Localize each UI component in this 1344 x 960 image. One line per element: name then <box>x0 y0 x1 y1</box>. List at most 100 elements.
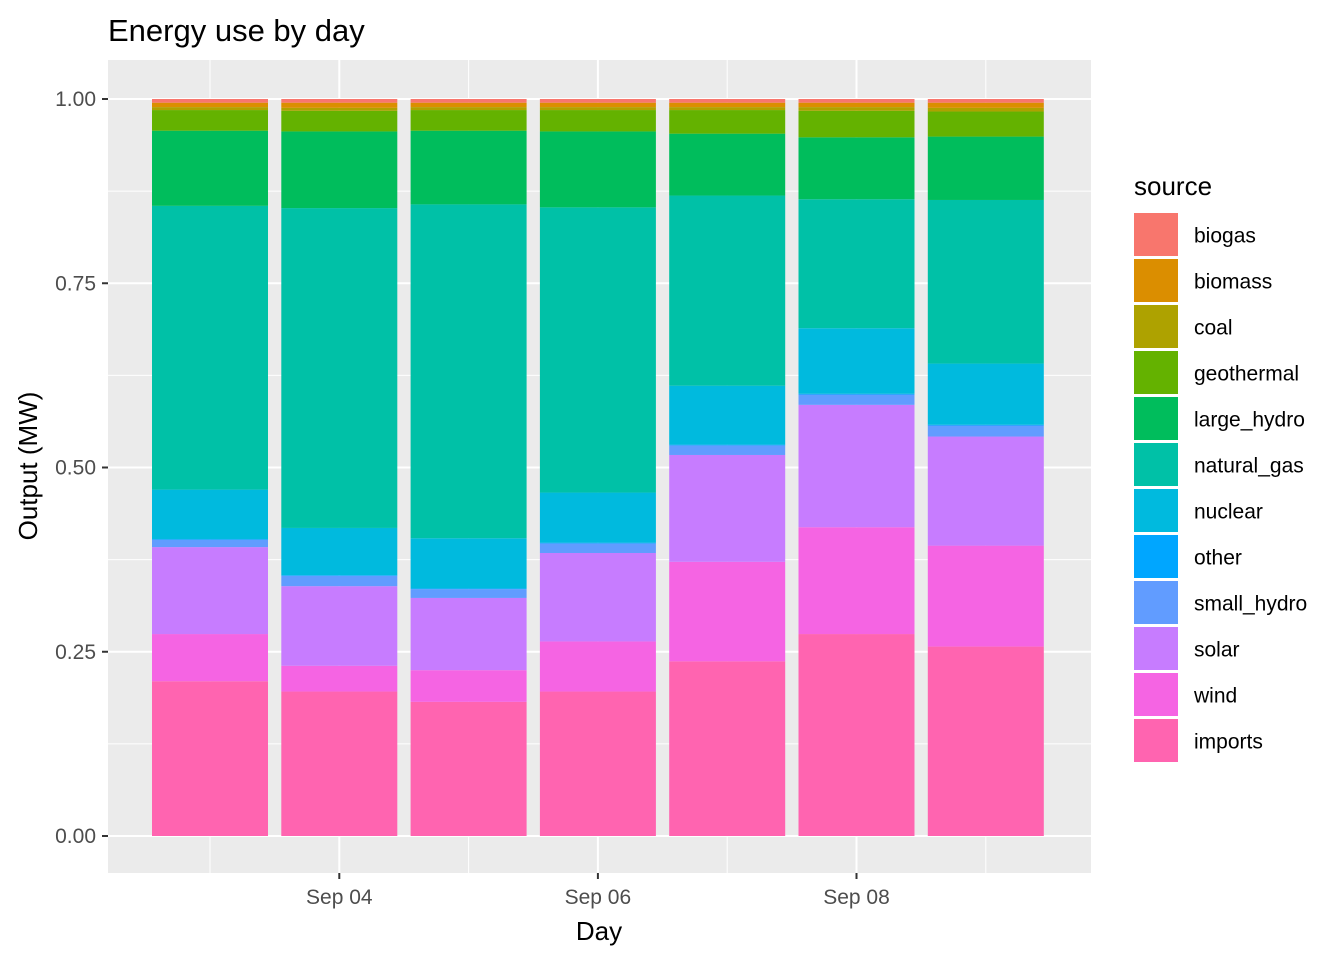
bar-segment-biogas <box>927 99 1044 103</box>
bar-segment-small_hydro <box>669 445 786 455</box>
bar-segment-biomass <box>539 102 656 108</box>
bar-segment-geothermal <box>152 110 268 131</box>
bar-segment-biogas <box>281 99 398 103</box>
bar-segment-imports <box>798 634 915 836</box>
x-axis-title: Day <box>576 916 622 946</box>
bar-segment-wind <box>669 561 786 662</box>
legend-key-imports <box>1134 719 1178 762</box>
bar-segment-wind <box>410 670 527 702</box>
bar-segment-nuclear <box>152 489 268 539</box>
legend-key-large_hydro <box>1134 397 1178 440</box>
legend-label-geothermal: geothermal <box>1194 363 1299 386</box>
legend-label-biomass: biomass <box>1194 271 1272 294</box>
bar-segment-imports <box>410 701 527 836</box>
bar-segment-biogas <box>669 99 786 103</box>
bar-segment-geothermal <box>281 110 398 132</box>
bar-segment-biomass <box>410 102 527 108</box>
y-axis: 0.00 0.25 0.50 0.75 1.00 <box>55 88 108 848</box>
bar-segment-natural_gas <box>927 199 1044 364</box>
legend-label-solar: solar <box>1194 639 1240 662</box>
bar-segment-biomass <box>152 102 268 108</box>
bar-segment-biogas <box>798 99 915 103</box>
bar-segment-natural_gas <box>669 195 786 386</box>
bar-segment-small_hydro <box>927 425 1044 437</box>
bar-segment-natural_gas <box>152 205 268 490</box>
bar-segment-large_hydro <box>539 131 656 208</box>
legend-key-small_hydro <box>1134 581 1178 624</box>
bar-segment-nuclear <box>410 538 527 589</box>
bar-segment-small_hydro <box>539 543 656 553</box>
bar-segment-nuclear <box>281 527 398 576</box>
x-axis: Sep 04 Sep 06 Sep 08 <box>306 873 890 909</box>
bar-segment-imports <box>669 661 786 836</box>
bar-segment-other <box>669 444 786 446</box>
chart-title: Energy use by day <box>108 13 365 48</box>
bar-segment-biogas <box>152 99 268 103</box>
bar-segment-biogas <box>410 99 527 103</box>
legend-label-coal: coal <box>1194 317 1233 340</box>
bar-segment-biomass <box>927 102 1044 108</box>
legend-title: source <box>1134 171 1212 201</box>
bar-segment-geothermal <box>927 111 1044 137</box>
legend-key-coal <box>1134 305 1178 348</box>
bar-segment-small_hydro <box>798 394 915 405</box>
bars <box>152 99 1044 836</box>
bar-segment-coal <box>798 107 915 111</box>
bar-segment-geothermal <box>410 110 527 131</box>
bar-segment-other <box>927 424 1044 426</box>
bar-segment-natural_gas <box>798 199 915 329</box>
bar-segment-large_hydro <box>281 131 398 209</box>
bar-segment-coal <box>152 107 268 111</box>
bar-segment-solar <box>669 454 786 562</box>
legend-label-natural_gas: natural_gas <box>1194 455 1304 478</box>
bar-segment-wind <box>281 665 398 692</box>
legend-key-other <box>1134 535 1178 578</box>
bar-segment-other <box>281 575 398 576</box>
bar-segment-geothermal <box>539 110 656 132</box>
y-tick-label: 0.50 <box>55 457 96 480</box>
legend-label-imports: imports <box>1194 731 1263 754</box>
bar-segment-imports <box>152 681 268 836</box>
bar-segment-biomass <box>798 102 915 108</box>
legend-key-nuclear <box>1134 489 1178 532</box>
bar-segment-biomass <box>281 102 398 108</box>
bar-segment-wind <box>927 545 1044 647</box>
x-tick-label: Sep 04 <box>306 886 373 909</box>
legend-label-wind: wind <box>1193 685 1237 708</box>
bar-segment-imports <box>927 646 1044 836</box>
legend-label-nuclear: nuclear <box>1194 501 1263 524</box>
bar-segment-solar <box>281 586 398 666</box>
bar-segment-small_hydro <box>410 589 527 598</box>
legend-label-small_hydro: small_hydro <box>1194 593 1307 616</box>
bar-segment-large_hydro <box>152 130 268 206</box>
bar-segment-nuclear <box>539 492 656 543</box>
bar-segment-geothermal <box>798 110 915 138</box>
bar-segment-solar <box>410 597 527 671</box>
legend-key-geothermal <box>1134 351 1178 394</box>
bar-segment-coal <box>669 107 786 111</box>
legend-key-natural_gas <box>1134 443 1178 486</box>
bar-segment-solar <box>798 404 915 528</box>
bar-segment-other <box>152 538 268 540</box>
y-tick-label: 0.75 <box>55 272 96 295</box>
bar-segment-other <box>798 393 915 395</box>
bar-segment-small_hydro <box>152 539 268 548</box>
bar-segment-imports <box>539 691 656 836</box>
bar-segment-natural_gas <box>281 208 398 528</box>
legend-label-biogas: biogas <box>1194 225 1256 248</box>
bar-segment-biomass <box>669 102 786 108</box>
bar-segment-large_hydro <box>927 136 1044 200</box>
bar-segment-coal <box>410 107 527 111</box>
bar-segment-solar <box>152 547 268 635</box>
bar-segment-other <box>539 542 656 544</box>
bar-segment-wind <box>539 641 656 692</box>
legend-key-solar <box>1134 627 1178 670</box>
bar-segment-imports <box>281 691 398 836</box>
bar-segment-other <box>410 588 527 590</box>
bar-segment-large_hydro <box>410 130 527 205</box>
legend-key-biomass <box>1134 259 1178 302</box>
bar-segment-nuclear <box>669 385 786 445</box>
legend-key-biogas <box>1134 213 1178 256</box>
y-tick-label: 0.00 <box>55 825 96 848</box>
